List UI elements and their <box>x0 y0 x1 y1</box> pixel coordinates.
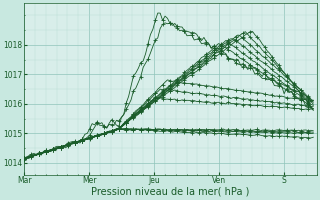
X-axis label: Pression niveau de la mer( hPa ): Pression niveau de la mer( hPa ) <box>91 187 250 197</box>
